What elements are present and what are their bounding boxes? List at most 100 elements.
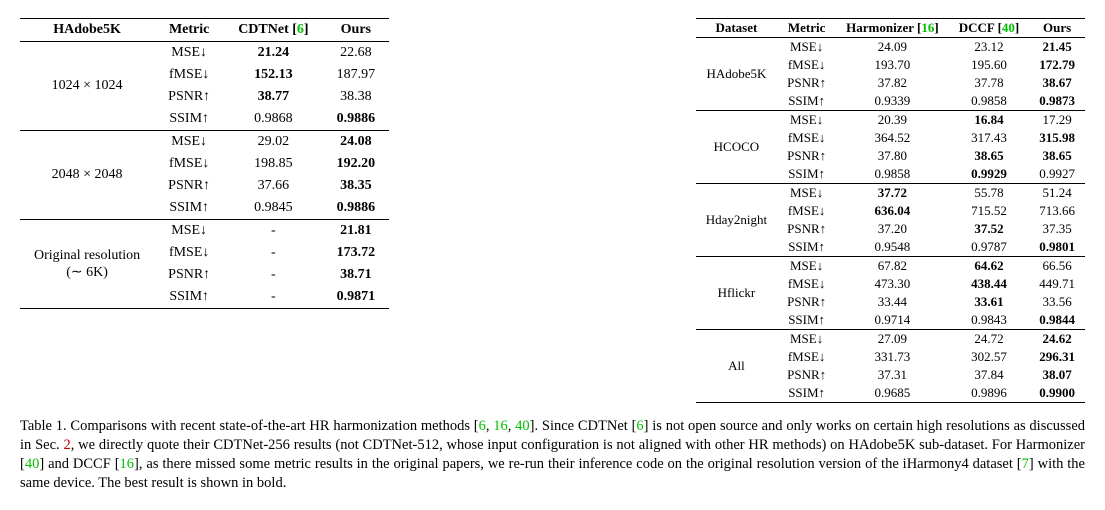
value-cell: 38.35	[323, 175, 390, 197]
right-header-dataset: Dataset	[696, 19, 777, 38]
value-cell: 715.52	[949, 202, 1030, 220]
value-cell: 38.65	[949, 147, 1030, 165]
metric-cell: MSE↓	[777, 184, 836, 203]
value-cell: 37.80	[836, 147, 949, 165]
value-cell: 66.56	[1029, 257, 1085, 276]
value-cell: 172.79	[1029, 56, 1085, 74]
value-cell: -	[224, 286, 322, 309]
value-cell: 27.09	[836, 330, 949, 349]
left-header-dataset: HAdobe5K	[20, 19, 154, 42]
value-cell: 64.62	[949, 257, 1030, 276]
value-cell: 0.9845	[224, 197, 322, 220]
metric-cell: fMSE↓	[154, 64, 224, 86]
value-cell: 0.9858	[836, 165, 949, 184]
value-cell: 37.35	[1029, 220, 1085, 238]
group-label: HAdobe5K	[696, 38, 777, 111]
value-cell: 0.9927	[1029, 165, 1085, 184]
value-cell: 33.44	[836, 293, 949, 311]
metric-cell: SSIM↑	[777, 238, 836, 257]
value-cell: 0.9844	[1029, 311, 1085, 330]
value-cell: 0.9868	[224, 108, 322, 131]
value-cell: 438.44	[949, 275, 1030, 293]
value-cell: 296.31	[1029, 348, 1085, 366]
table-row: Hday2nightMSE↓37.7255.7851.24	[696, 184, 1085, 203]
value-cell: 37.82	[836, 74, 949, 92]
value-cell: 21.45	[1029, 38, 1085, 57]
table-row: HCOCOMSE↓20.3916.8417.29	[696, 111, 1085, 130]
value-cell: 21.24	[224, 42, 322, 65]
table-caption: Table 1. Comparisons with recent state-o…	[20, 417, 1085, 492]
group-label: 2048 × 2048	[20, 131, 154, 220]
metric-cell: MSE↓	[777, 330, 836, 349]
value-cell: 51.24	[1029, 184, 1085, 203]
value-cell: 24.09	[836, 38, 949, 57]
value-cell: 37.66	[224, 175, 322, 197]
value-cell: 449.71	[1029, 275, 1085, 293]
table-row: HflickrMSE↓67.8264.6266.56	[696, 257, 1085, 276]
metric-cell: SSIM↑	[777, 165, 836, 184]
value-cell: -	[224, 242, 322, 264]
table-row: HAdobe5KMSE↓24.0923.1221.45	[696, 38, 1085, 57]
group-label: Original resolution(∼ 6K)	[20, 220, 154, 309]
value-cell: 22.68	[323, 42, 390, 65]
value-cell: 55.78	[949, 184, 1030, 203]
metric-cell: SSIM↑	[777, 311, 836, 330]
value-cell: 38.67	[1029, 74, 1085, 92]
value-cell: -	[224, 264, 322, 286]
value-cell: 33.61	[949, 293, 1030, 311]
value-cell: 21.81	[323, 220, 390, 243]
value-cell: 0.9886	[323, 108, 390, 131]
value-cell: 193.70	[836, 56, 949, 74]
value-cell: 0.9873	[1029, 92, 1085, 111]
right-comparison-table: Dataset Metric Harmonizer [16] DCCF [40]…	[696, 18, 1085, 403]
metric-cell: SSIM↑	[777, 384, 836, 403]
value-cell: 24.08	[323, 131, 390, 154]
metric-cell: SSIM↑	[154, 286, 224, 309]
value-cell: 0.9685	[836, 384, 949, 403]
value-cell: 38.65	[1029, 147, 1085, 165]
value-cell: 364.52	[836, 129, 949, 147]
metric-cell: MSE↓	[154, 131, 224, 154]
metric-cell: MSE↓	[777, 257, 836, 276]
value-cell: 23.12	[949, 38, 1030, 57]
value-cell: 0.9871	[323, 286, 390, 309]
value-cell: 29.02	[224, 131, 322, 154]
value-cell: 37.52	[949, 220, 1030, 238]
metric-cell: PSNR↑	[154, 175, 224, 197]
metric-cell: PSNR↑	[777, 220, 836, 238]
value-cell: 713.66	[1029, 202, 1085, 220]
value-cell: 37.84	[949, 366, 1030, 384]
metric-cell: fMSE↓	[154, 153, 224, 175]
right-header-ours: Ours	[1029, 19, 1085, 38]
value-cell: 0.9339	[836, 92, 949, 111]
metric-cell: SSIM↑	[154, 197, 224, 220]
value-cell: 37.20	[836, 220, 949, 238]
value-cell: 173.72	[323, 242, 390, 264]
value-cell: 37.72	[836, 184, 949, 203]
right-header-metric: Metric	[777, 19, 836, 38]
metric-cell: MSE↓	[154, 42, 224, 65]
metric-cell: fMSE↓	[777, 56, 836, 74]
value-cell: 24.62	[1029, 330, 1085, 349]
metric-cell: fMSE↓	[777, 275, 836, 293]
value-cell: 0.9787	[949, 238, 1030, 257]
value-cell: 37.78	[949, 74, 1030, 92]
left-comparison-table: HAdobe5K Metric CDTNet [6] Ours 1024 × 1…	[20, 18, 389, 309]
value-cell: 192.20	[323, 153, 390, 175]
metric-cell: SSIM↑	[154, 108, 224, 131]
left-header-metric: Metric	[154, 19, 224, 42]
value-cell: 37.31	[836, 366, 949, 384]
metric-cell: fMSE↓	[777, 129, 836, 147]
value-cell: 38.38	[323, 86, 390, 108]
value-cell: 0.9858	[949, 92, 1030, 111]
tables-row: HAdobe5K Metric CDTNet [6] Ours 1024 × 1…	[20, 18, 1085, 403]
value-cell: 317.43	[949, 129, 1030, 147]
metric-cell: SSIM↑	[777, 92, 836, 111]
table-row: AllMSE↓27.0924.7224.62	[696, 330, 1085, 349]
metric-cell: fMSE↓	[777, 202, 836, 220]
group-label: HCOCO	[696, 111, 777, 184]
metric-cell: MSE↓	[154, 220, 224, 243]
value-cell: 16.84	[949, 111, 1030, 130]
value-cell: 0.9843	[949, 311, 1030, 330]
left-header-cdtnet: CDTNet [6]	[224, 19, 322, 42]
